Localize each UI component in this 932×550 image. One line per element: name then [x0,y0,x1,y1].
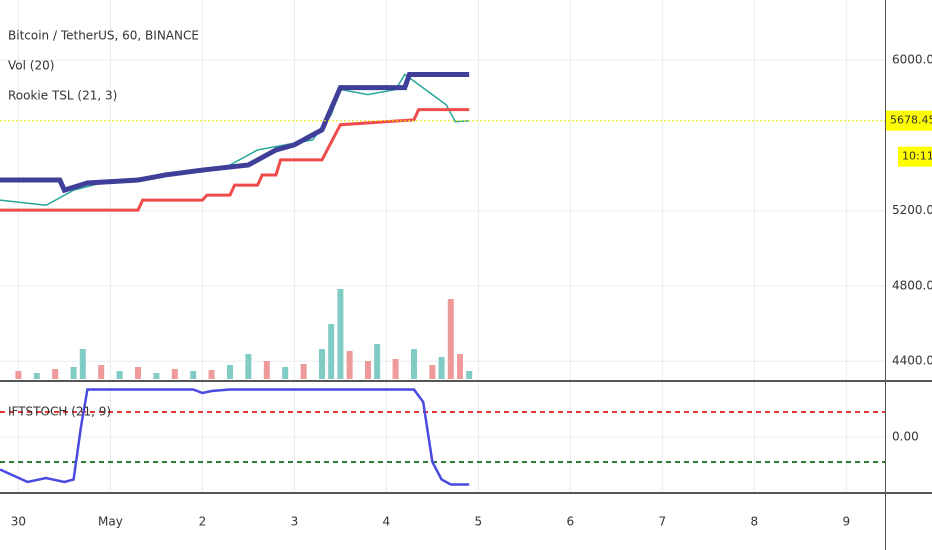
y-tick-label: 0.00 [892,430,919,444]
countdown-tag [898,146,932,167]
volume-bar [153,373,160,379]
volume-bar [116,371,123,379]
volume-bar [98,365,105,379]
y-tick-label: 5200.00 [892,203,932,217]
volume-bar [447,299,454,379]
volume-bar [52,369,59,379]
x-tick-label: 7 [659,515,667,529]
volume-bar [263,361,270,379]
volume-bar [346,351,353,379]
volume-bar [15,371,22,379]
volume-bar [134,367,141,379]
trailing-stop [0,108,470,212]
volume-bar [190,371,197,379]
volume-bar [318,349,325,379]
y-tick-label: 6000.00 [892,53,932,67]
x-tick-label: 6 [567,515,575,529]
oscillator-line [0,388,470,486]
x-tick-label: 4 [383,515,391,529]
volume-bar [282,367,289,379]
indicator-label: Vol (20) [8,59,54,73]
indicator-label: Rookie TSL (21, 3) [8,89,117,103]
chart-title: Bitcoin / TetherUS, 60, BINANCE [8,29,199,43]
volume-bar [208,370,215,379]
volume-bar [374,344,381,379]
volume-bar [438,357,445,379]
volume-bar [79,349,86,379]
volume-bar [33,373,40,379]
volume-bar [328,324,335,379]
x-tick-label: 9 [843,515,851,529]
x-tick-label: 3 [291,515,299,529]
x-tick-label: 30 [11,515,26,529]
y-tick-label: 4400.00 [892,354,932,368]
volume-bar [337,289,344,379]
oscillator-title: IFTSTOCH (21, 9) [8,405,111,419]
volume-bar [466,371,473,379]
volume-bar [456,354,463,379]
volume-bar [392,359,399,379]
x-tick-label: 5 [475,515,483,529]
countdown: 10:11 [902,150,932,163]
x-tick-label: May [98,515,123,529]
volume-bar [300,364,307,379]
price-tag [886,110,932,131]
volume-bar [364,361,371,379]
x-tick-label: 2 [199,515,207,529]
last-price-label: 5678.45 [890,114,932,127]
trailing-stop [0,71,470,194]
x-tick-label: 8 [751,515,759,529]
volume-bar [171,369,178,379]
volume-bar [245,354,252,379]
volume-bar [226,365,233,379]
volume-bar [410,349,417,379]
volume-bar [429,365,436,379]
y-tick-label: 4800.00 [892,278,932,292]
volume-bar [70,367,77,379]
